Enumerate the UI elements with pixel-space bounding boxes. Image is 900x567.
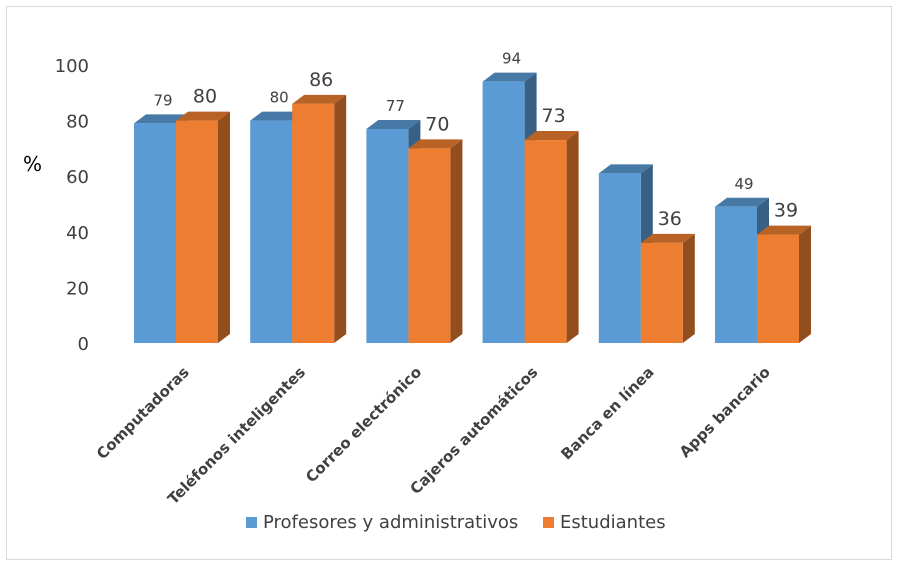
data-label: 80 <box>270 89 289 107</box>
bar-top <box>292 94 347 104</box>
bars <box>134 72 811 344</box>
y-tick-label: 60 <box>66 167 89 188</box>
data-label: 70 <box>425 113 449 135</box>
data-label: 73 <box>542 105 566 127</box>
bar-top <box>640 233 695 243</box>
legend-swatch <box>543 517 554 528</box>
bar-estudiantes <box>640 233 695 343</box>
category-label: Apps bancario <box>676 363 774 461</box>
category-label: Teléfonos inteligentes <box>164 363 309 508</box>
legend-label: Estudiantes <box>560 512 666 533</box>
bar-top <box>176 111 230 121</box>
bar-top <box>408 139 463 149</box>
bar-side <box>218 111 230 343</box>
bar-estudiantes <box>292 94 347 343</box>
data-label: 49 <box>734 175 753 193</box>
bar-front <box>176 120 218 343</box>
category-label: Computadoras <box>93 363 193 463</box>
bar-front <box>408 148 451 343</box>
chart-frame: 0 20 40 60 80 100 % 79 80 80 86 77 70 94 73 36 49 39 Co… <box>6 6 892 560</box>
y-tick-label: 20 <box>66 278 89 299</box>
bar-estudiantes <box>757 225 811 343</box>
bar-top <box>482 72 537 82</box>
bar-top <box>757 225 811 235</box>
bar-estudiantes <box>176 111 230 343</box>
bar-top <box>134 114 188 124</box>
bar-front <box>134 123 176 343</box>
bar-top <box>250 111 305 121</box>
chart-svg: 0 20 40 60 80 100 % 79 80 80 86 77 70 94 73 36 49 39 Co… <box>23 50 811 533</box>
y-axis-label: % <box>23 152 42 176</box>
category-label: Banca en línea <box>557 363 657 463</box>
bar-front <box>482 81 525 344</box>
y-tick-label: 40 <box>66 223 89 244</box>
bar-side <box>566 131 579 343</box>
category-label: Cajeros automáticos <box>407 363 542 498</box>
data-label: 36 <box>658 208 682 230</box>
legend: Profesores y administrativos Estudiantes <box>246 512 666 533</box>
legend-item: Profesores y administrativos <box>246 512 518 533</box>
legend-item: Estudiantes <box>543 512 666 533</box>
category-label: Correo electrónico <box>302 363 425 486</box>
bar-side <box>334 94 347 343</box>
bar-front <box>598 173 641 343</box>
bar-side <box>450 139 463 343</box>
bar-front <box>640 242 683 343</box>
data-label: 79 <box>153 91 172 109</box>
bar-side <box>799 225 811 343</box>
data-labels: 79 80 80 86 77 70 94 73 36 49 39 <box>153 50 798 230</box>
bar-front <box>757 234 799 343</box>
bar-estudiantes <box>408 139 463 343</box>
y-axis: 0 20 40 60 80 100 <box>55 56 89 355</box>
data-label: 77 <box>386 97 405 115</box>
data-label: 39 <box>774 200 798 222</box>
bar-top <box>598 164 653 174</box>
bar-top <box>524 131 579 141</box>
y-tick-label: 80 <box>66 112 89 133</box>
legend-swatch <box>246 517 257 528</box>
y-tick-label: 0 <box>78 334 89 355</box>
bar-top <box>366 119 421 129</box>
bar-side <box>682 233 695 343</box>
bar-front <box>524 140 567 343</box>
y-tick-label: 100 <box>55 56 89 77</box>
bar-front <box>366 128 409 343</box>
bar-estudiantes <box>524 131 579 343</box>
data-label: 80 <box>193 86 217 108</box>
legend-label: Profesores y administrativos <box>263 512 518 533</box>
bar-front <box>292 103 335 343</box>
bar-front <box>715 206 757 343</box>
bar-front <box>250 120 293 343</box>
bar-top <box>715 197 769 207</box>
data-label: 94 <box>502 50 521 68</box>
data-label: 86 <box>309 69 333 91</box>
